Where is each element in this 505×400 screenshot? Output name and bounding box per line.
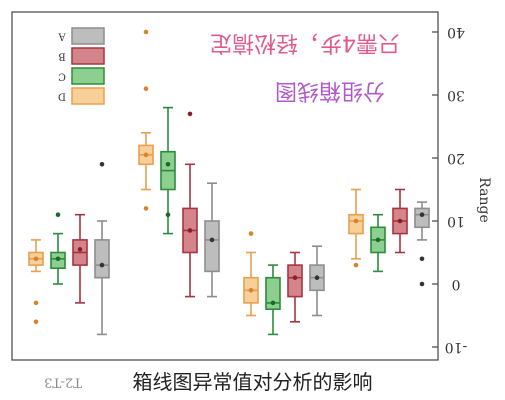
outlier-point bbox=[353, 262, 359, 268]
mean-point bbox=[33, 256, 39, 262]
legend-label-D: D bbox=[58, 91, 66, 102]
outlier-point bbox=[165, 212, 171, 217]
mean-point bbox=[353, 218, 359, 224]
y-tick-label: -10 bbox=[445, 339, 468, 355]
legend-swatch-A bbox=[71, 27, 105, 45]
box-C bbox=[50, 212, 66, 285]
y-tick-label: 40 bbox=[447, 24, 465, 40]
y-tick-label: 10 bbox=[447, 213, 465, 229]
boxes bbox=[28, 29, 430, 336]
mean-point bbox=[314, 275, 320, 281]
box-body bbox=[287, 264, 303, 298]
x-category-label: T2-T3 bbox=[44, 375, 82, 390]
mean-point bbox=[77, 247, 83, 252]
mean-point bbox=[270, 300, 276, 306]
mean-point bbox=[55, 256, 61, 262]
box-B bbox=[392, 188, 408, 254]
outlier-point bbox=[143, 86, 149, 91]
y-tick-label: 30 bbox=[447, 87, 465, 103]
outlier-point bbox=[419, 256, 425, 262]
box-D bbox=[243, 231, 259, 317]
plot-frame bbox=[11, 11, 439, 361]
outlier-point bbox=[143, 206, 149, 211]
box-C bbox=[160, 106, 176, 235]
axes: -10 0 10 20 30 40 Range bbox=[11, 11, 492, 361]
outlier-point bbox=[99, 162, 105, 167]
outlier-point bbox=[187, 111, 193, 117]
legend-swatch-C bbox=[71, 67, 105, 85]
outlier-point bbox=[419, 281, 425, 287]
box-B bbox=[72, 213, 88, 304]
box-A bbox=[414, 201, 430, 287]
outlier-point bbox=[33, 300, 39, 306]
box-body bbox=[94, 239, 110, 279]
mean-point bbox=[292, 275, 298, 281]
legend-label-B: B bbox=[58, 51, 65, 62]
mean-point bbox=[187, 228, 193, 233]
legend-swatch-D bbox=[71, 87, 105, 105]
watermark-line-1: 只需4步，轻松搞定 bbox=[210, 30, 400, 55]
box-B bbox=[287, 251, 303, 323]
box-body bbox=[348, 213, 364, 235]
mean-point bbox=[375, 237, 381, 243]
legend-label-C: C bbox=[58, 71, 66, 82]
legend-swatch-B bbox=[71, 47, 105, 65]
box-A bbox=[204, 182, 220, 298]
watermark-line-2: 分组箱线图 bbox=[275, 78, 385, 103]
mean-point bbox=[143, 152, 149, 158]
box-body bbox=[414, 207, 430, 229]
mean-point bbox=[419, 212, 425, 217]
box-D bbox=[348, 188, 364, 268]
outlier-point bbox=[143, 29, 149, 35]
box-A bbox=[94, 162, 110, 336]
mean-point bbox=[209, 237, 215, 243]
box-D bbox=[138, 29, 154, 211]
caption: 箱线图异常值对分析的影响 bbox=[132, 370, 373, 394]
mean-point bbox=[397, 218, 403, 224]
box-A bbox=[309, 245, 325, 317]
box-body bbox=[204, 220, 220, 273]
box-B bbox=[182, 111, 198, 298]
box-body bbox=[265, 276, 281, 311]
mean-point bbox=[248, 288, 254, 293]
y-tick-label: 0 bbox=[452, 276, 461, 292]
y-axis-label: Range bbox=[476, 177, 492, 222]
outlier-point bbox=[33, 319, 39, 325]
box-C bbox=[370, 213, 386, 273]
box-D bbox=[28, 239, 44, 325]
outlier-point bbox=[55, 212, 61, 217]
outlier-point bbox=[248, 231, 254, 236]
mean-point bbox=[165, 162, 171, 167]
box-C bbox=[265, 264, 281, 336]
x-category-labels: T2-T3 bbox=[44, 375, 82, 390]
y-tick-label: 20 bbox=[447, 150, 465, 166]
watermark: 只需4步，轻松搞定 分组箱线图 bbox=[210, 30, 400, 103]
legend-label-A: A bbox=[58, 31, 67, 42]
mean-point bbox=[99, 262, 105, 268]
